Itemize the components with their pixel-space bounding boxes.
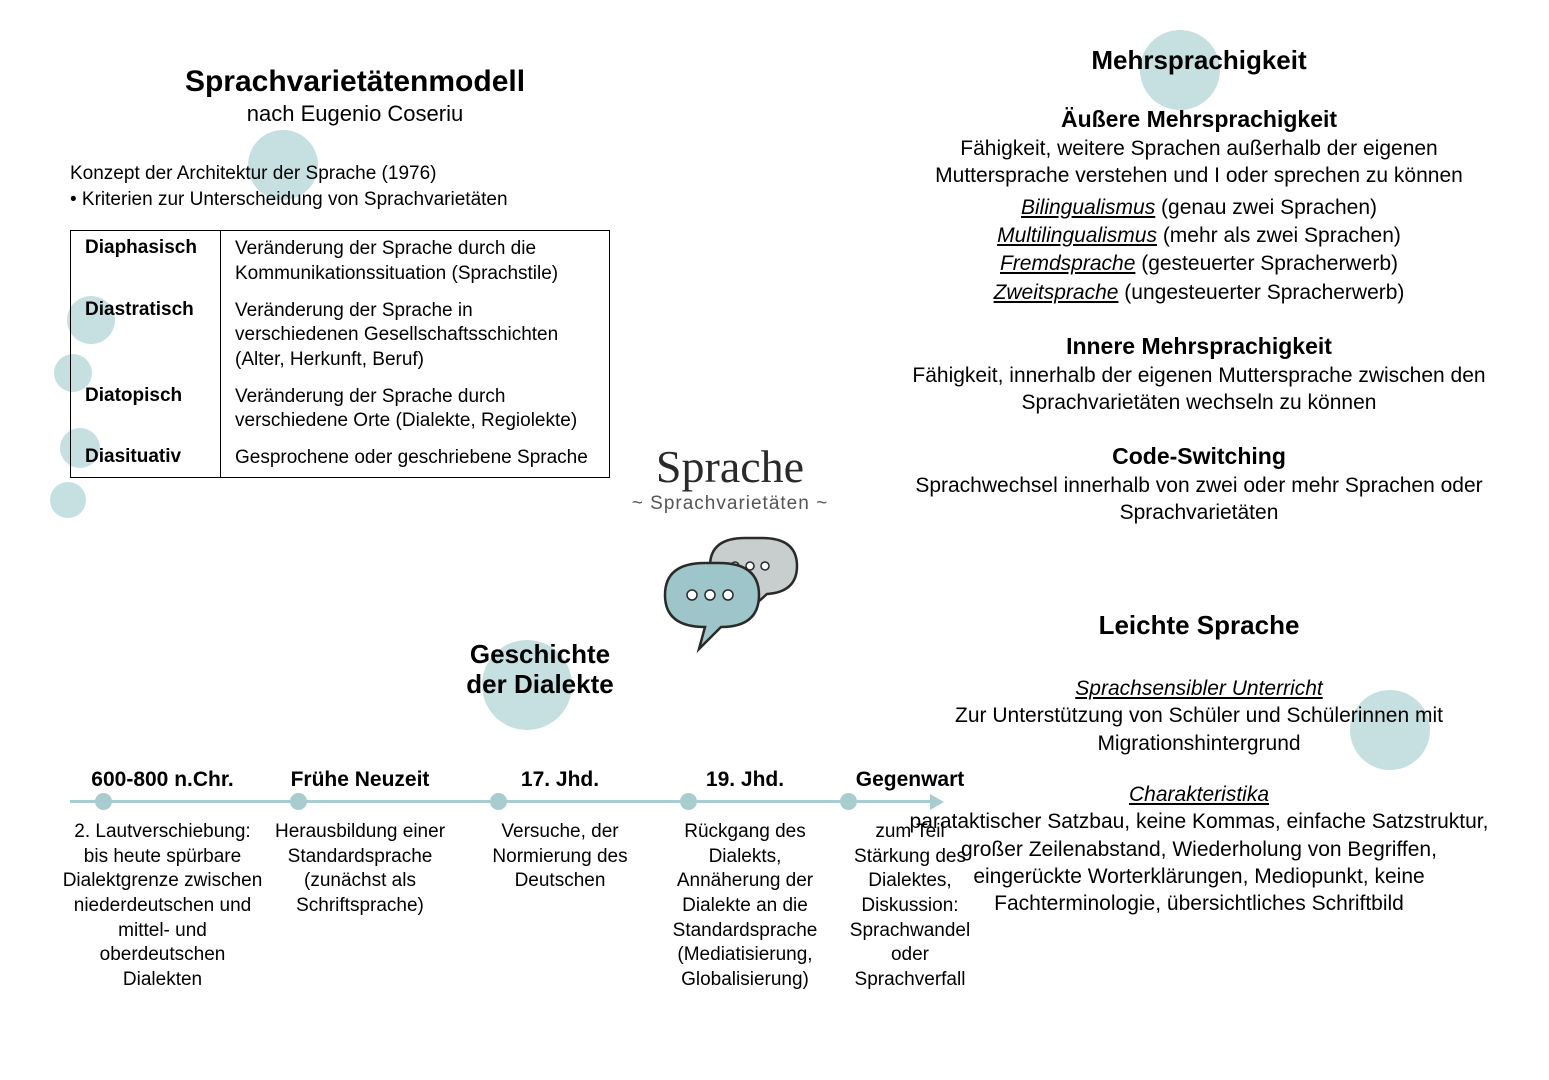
mehrsprachigkeit-term: Bilingualismus — [1021, 196, 1155, 219]
model-def: Gesprochene oder geschriebene Sprache — [221, 440, 609, 477]
decor-bubble — [50, 482, 86, 518]
mehrsprachigkeit-item: Bilingualismus (genau zwei Sprachen) — [909, 194, 1489, 222]
timeline-head: 600-800 n.Chr. — [60, 768, 265, 792]
ls-item2-body: parataktischer Satzbau, keine Kommas, ei… — [909, 808, 1489, 917]
model-row: DiastratischVeränderung der Sprache in v… — [71, 293, 609, 379]
mehrsprachigkeit-paren: (gesteuerter Spracherwerb) — [1135, 252, 1398, 275]
model-section: Sprachvarietätenmodell nach Eugenio Cose… — [70, 65, 640, 478]
timeline-item: Frühe Neuzeit Herausbildung einer Standar… — [265, 768, 455, 919]
timeline-body: Versuche, der Normierung des Deutschen — [455, 820, 665, 894]
mehrsprachigkeit-term: Fremdsprache — [1000, 252, 1135, 275]
ls-item1-term: Sprachsensibler Unterricht — [909, 675, 1489, 702]
aeussere-title: Äußere Mehrsprachigkeit — [909, 106, 1489, 133]
mehrsprachigkeit-term: Zweitsprache — [994, 281, 1119, 304]
model-intro-2: • Kriterien zur Unterscheidung von Sprac… — [70, 187, 640, 213]
timeline-head: 17. Jhd. — [455, 768, 665, 792]
right-section: Mehrsprachigkeit Äußere Mehrsprachigkeit… — [909, 45, 1489, 918]
model-term: Diasituativ — [71, 440, 221, 477]
timeline-item: 19. Jhd. Rückgang des Dialekts, Annäherun… — [655, 768, 835, 993]
mehrsprachigkeit-paren: (genau zwei Sprachen) — [1155, 196, 1377, 219]
model-row: DiatopischVeränderung der Sprache durch … — [71, 379, 609, 440]
model-term: Diaphasisch — [71, 231, 221, 292]
timeline-item: 600-800 n.Chr. 2. Lautverschiebung: bis h… — [60, 768, 265, 993]
mehrsprachigkeit-item: Zweitsprache (ungesteuerter Spracherwerb… — [909, 279, 1489, 307]
mehrsprachigkeit-title: Mehrsprachigkeit — [909, 45, 1489, 76]
model-def: Veränderung der Sprache durch die Kommun… — [221, 231, 609, 292]
timeline-head: Frühe Neuzeit — [265, 768, 455, 792]
model-title: Sprachvarietätenmodell — [70, 65, 640, 99]
codeswitching-title: Code-Switching — [909, 443, 1489, 470]
model-table: DiaphasischVeränderung der Sprache durch… — [70, 230, 610, 478]
model-def: Veränderung der Sprache durch verschiede… — [221, 379, 609, 440]
center-logo: Sprache ~ Sprachvarietäten ~ — [600, 440, 860, 658]
codeswitching-body: Sprachwechsel innerhalb von zwei oder me… — [909, 472, 1489, 527]
center-title: Sprache — [600, 440, 860, 493]
center-subtitle: ~ Sprachvarietäten ~ — [600, 493, 860, 515]
mehrsprachigkeit-paren: (mehr als zwei Sprachen) — [1157, 224, 1401, 247]
model-intro-1: Konzept der Architektur der Sprache (197… — [70, 161, 640, 187]
mehrsprachigkeit-item: Fremdsprache (gesteuerter Spracherwerb) — [909, 250, 1489, 278]
mehrsprachigkeit-term: Multilingualismus — [997, 224, 1157, 247]
mehrsprachigkeit-paren: (ungesteuerter Spracherwerb) — [1118, 281, 1404, 304]
aeussere-body: Fähigkeit, weitere Sprachen außerhalb de… — [909, 135, 1489, 190]
model-def: Veränderung der Sprache in verschiedenen… — [221, 293, 609, 379]
innere-body: Fähigkeit, innerhalb der eigenen Mutters… — [909, 362, 1489, 417]
timeline-body: Rückgang des Dialekts, Annäherung der Di… — [655, 820, 835, 993]
timeline-title-1: Geschichte — [470, 639, 610, 669]
leichte-sprache-title: Leichte Sprache — [909, 610, 1489, 641]
ls-item1-body: Zur Unterstützung von Schüler und Schüle… — [909, 702, 1489, 757]
model-subtitle: nach Eugenio Coseriu — [70, 101, 640, 127]
model-term: Diatopisch — [71, 379, 221, 440]
model-row: DiasituativGesprochene oder geschriebene… — [71, 440, 609, 477]
timeline-title-2: der Dialekte — [466, 669, 613, 699]
timeline-body: 2. Lautverschiebung: bis heute spürbare … — [60, 820, 265, 993]
innere-title: Innere Mehrsprachigkeit — [909, 333, 1489, 360]
mehrsprachigkeit-item: Multilingualismus (mehr als zwei Sprache… — [909, 222, 1489, 250]
timeline-item: 17. Jhd. Versuche, der Normierung des Deu… — [455, 768, 665, 894]
timeline-body: Herausbildung einer Standardsprache (zun… — [265, 820, 455, 919]
model-term: Diastratisch — [71, 293, 221, 379]
ls-item2-term: Charakteristika — [909, 781, 1489, 808]
timeline-head: 19. Jhd. — [655, 768, 835, 792]
model-row: DiaphasischVeränderung der Sprache durch… — [71, 231, 609, 292]
speech-bubble-icon — [600, 523, 860, 658]
